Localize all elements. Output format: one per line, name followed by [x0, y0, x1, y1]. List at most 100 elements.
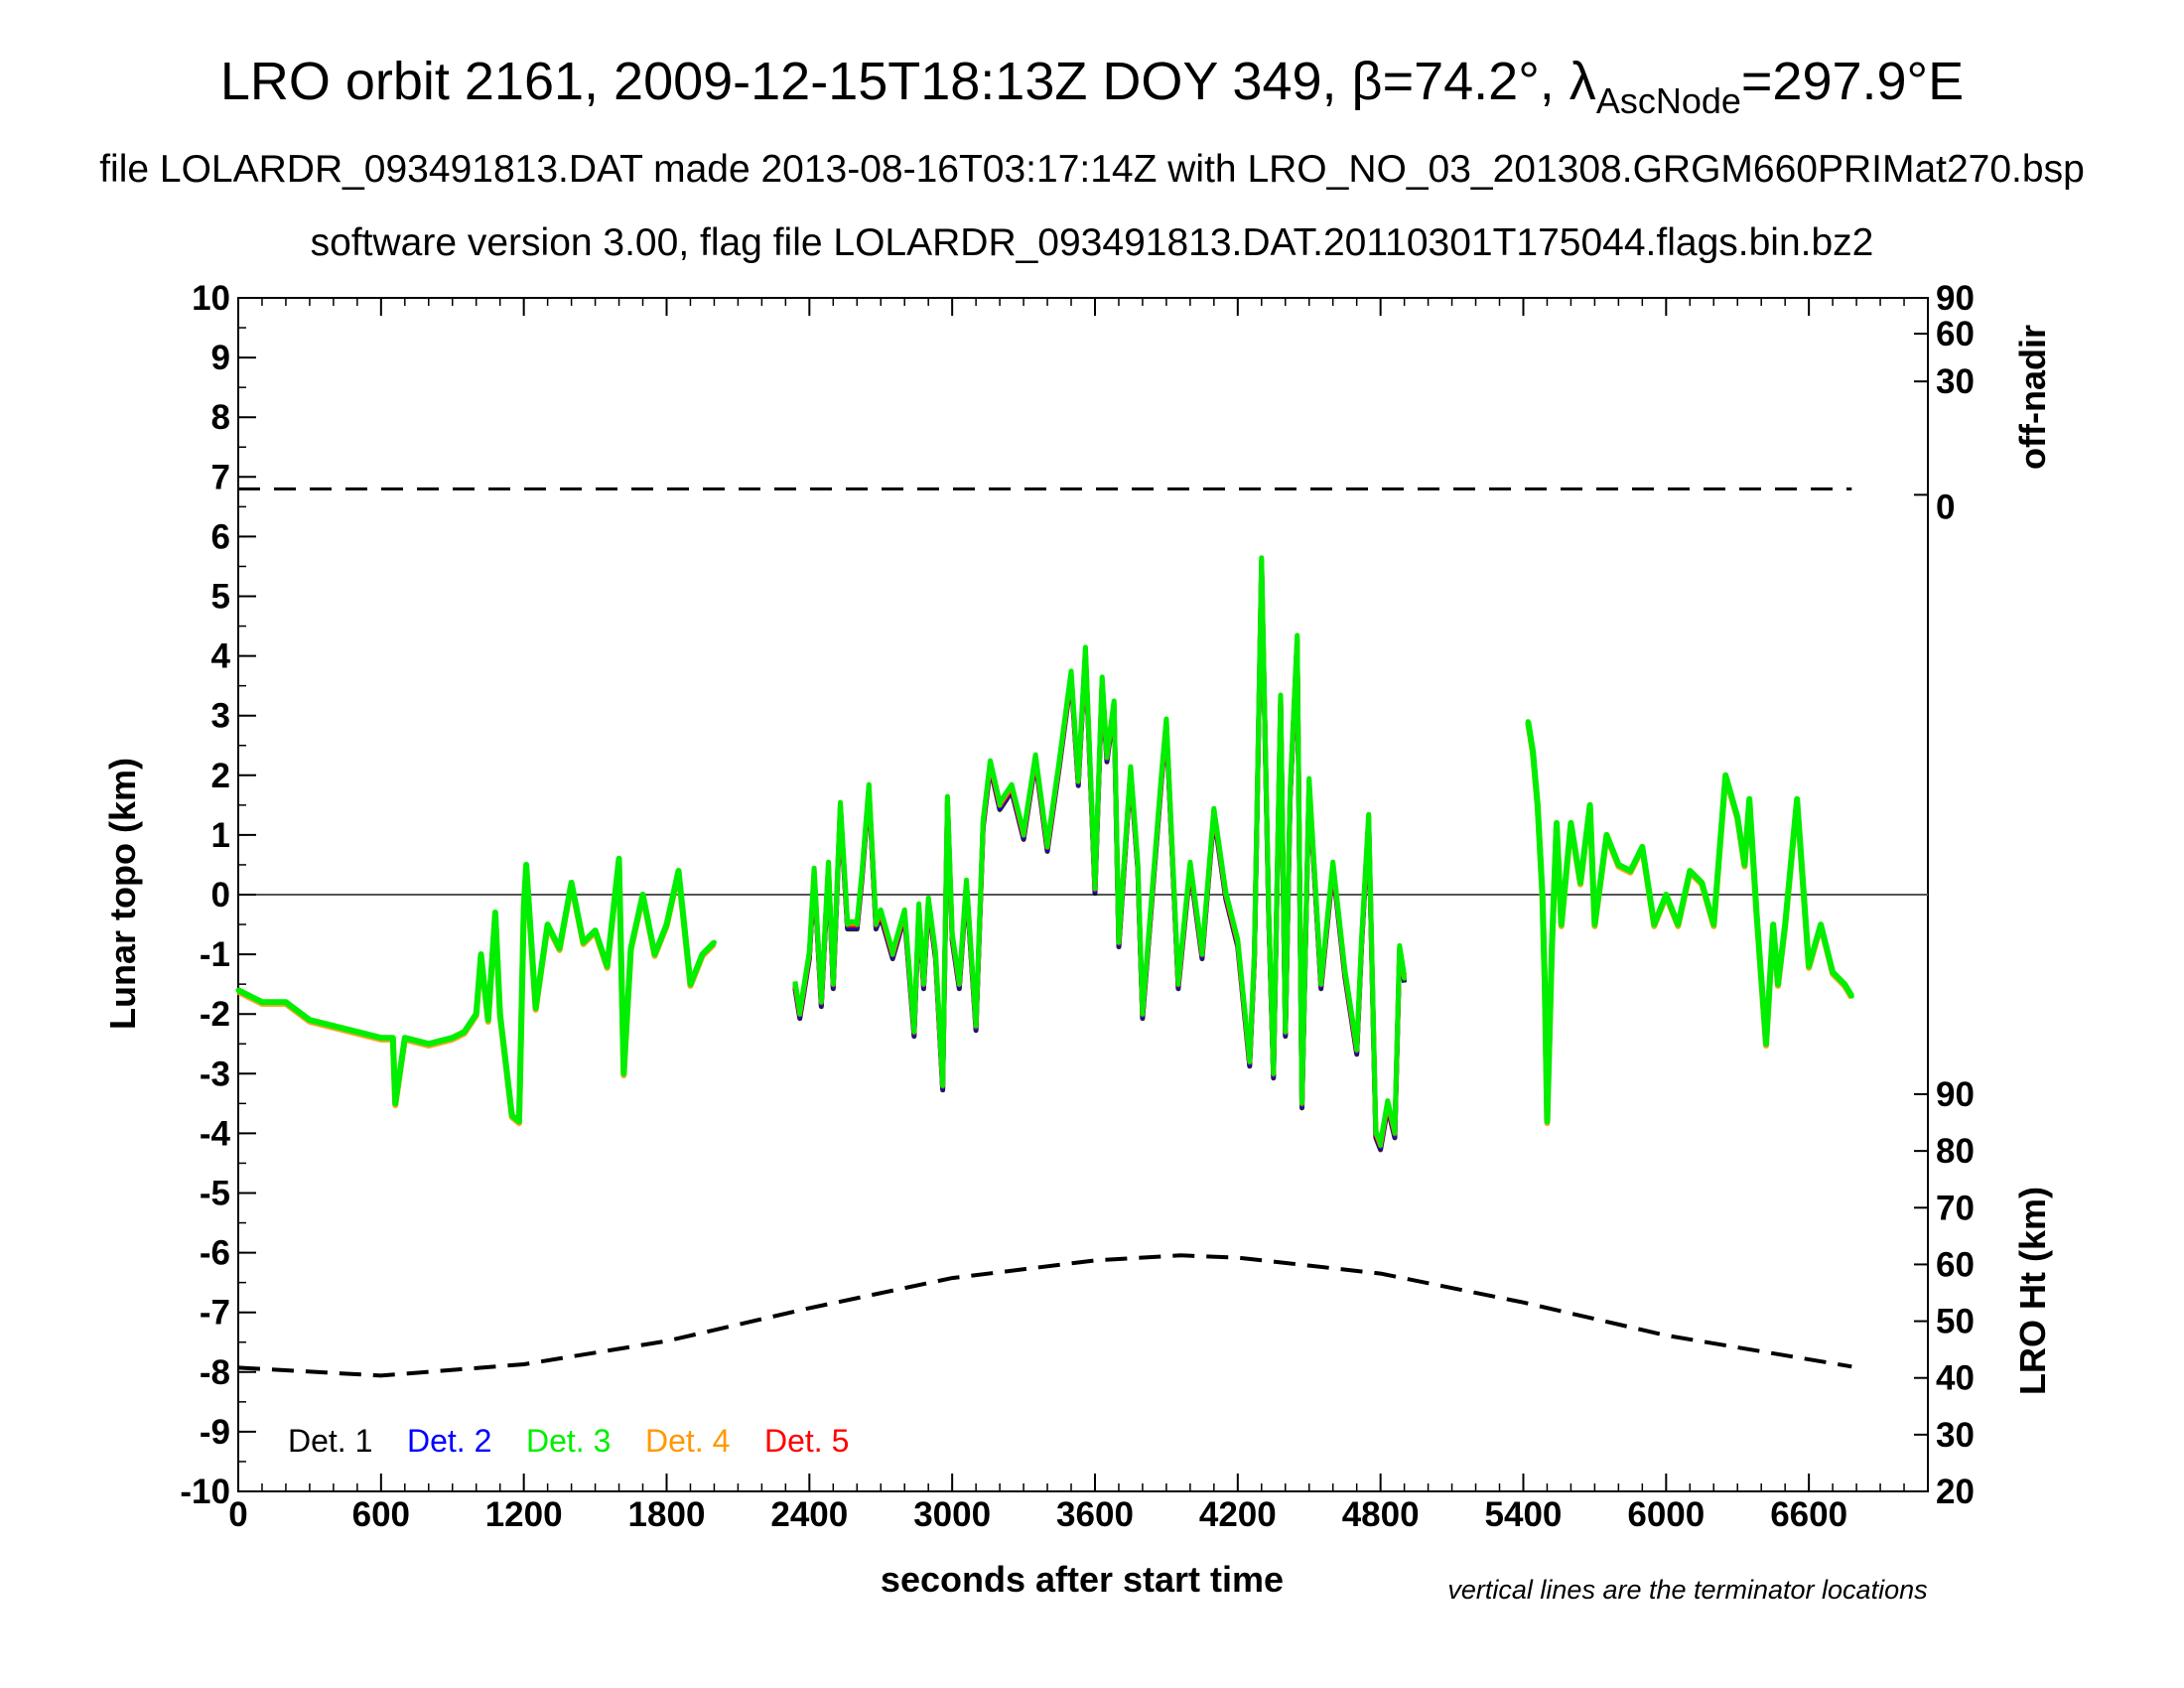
y-tick-label: 2	[211, 757, 230, 795]
y-tick-label: -5	[200, 1175, 230, 1213]
x-tick-label: 0	[228, 1495, 247, 1534]
topo-point	[1554, 820, 1560, 826]
topo-point	[1782, 921, 1788, 927]
topo-point	[1299, 1100, 1304, 1106]
topo-point	[1794, 796, 1800, 802]
topo-point	[711, 939, 717, 945]
topo-point	[545, 921, 551, 927]
y-axis-label-height: LRO Ht (km)	[2012, 1187, 2053, 1395]
topo-point	[1770, 921, 1776, 927]
legend-item: Det. 5	[764, 1423, 849, 1459]
topo-point	[1741, 862, 1747, 868]
y-tick-label: 5	[211, 578, 230, 617]
y-axis-label-left: Lunar topo (km)	[102, 758, 143, 1030]
topo-point	[1373, 1130, 1379, 1136]
topo-point	[911, 1029, 917, 1035]
reference-lines	[237, 487, 1852, 1378]
topo-point	[1354, 1047, 1360, 1053]
topo-point	[1082, 647, 1088, 653]
y-tick-label: -3	[200, 1055, 230, 1093]
offnadir-tick-label: 30	[1936, 362, 1975, 401]
topo-point	[700, 951, 705, 957]
y-tick-label: 3	[211, 697, 230, 736]
topo-point	[1283, 1029, 1289, 1035]
terminator-note: vertical lines are the terminator locati…	[1447, 1575, 1927, 1605]
height-tick-label: 40	[1936, 1359, 1975, 1398]
topo-point	[997, 802, 1003, 808]
lro-height-line	[237, 1253, 1852, 1378]
topo-point	[866, 784, 872, 790]
topo-point	[1627, 868, 1633, 874]
topo-point	[676, 868, 681, 874]
topo-point	[1318, 981, 1324, 987]
x-tick-label: 600	[352, 1495, 410, 1534]
topo-point	[283, 999, 289, 1005]
height-tick-labels: 90 80 70 60 50 40 30 20	[1936, 1075, 1975, 1511]
topo-point	[859, 874, 865, 880]
chart-title-subscript: AscNode	[1596, 80, 1741, 121]
topo-point	[1075, 778, 1081, 784]
topo-point	[235, 987, 241, 993]
topo-point	[1722, 773, 1728, 778]
topo-point	[1734, 814, 1740, 820]
topo-point	[1278, 695, 1284, 701]
topo-point	[1128, 767, 1134, 773]
topo-point	[1559, 921, 1565, 927]
topo-point	[474, 1011, 479, 1017]
topo-point	[1021, 832, 1026, 838]
x-tick-labels: 0 600 1200 1800 2400 3000 3600 4200 4800 5400 6000…	[228, 1495, 1847, 1534]
topo-point	[259, 999, 265, 1005]
height-tick-label: 70	[1936, 1189, 1975, 1227]
topo-trace-segment-3	[1525, 721, 1854, 1125]
topo-point	[1577, 880, 1583, 886]
topo-point	[1842, 981, 1847, 987]
topo-point	[1775, 981, 1781, 987]
offnadir-tick-label: 90	[1936, 279, 1975, 318]
topo-point	[378, 1035, 384, 1041]
topo-point	[1271, 1070, 1277, 1076]
topo-point	[1099, 677, 1105, 683]
x-tick-label: 2400	[770, 1495, 848, 1534]
chart-title-tail: =297.9°E	[1741, 52, 1964, 111]
topo-point	[1306, 778, 1312, 784]
topo-point	[925, 898, 931, 904]
topo-point	[509, 1112, 515, 1118]
topo-point	[818, 999, 824, 1005]
y-tick-label: -7	[200, 1294, 230, 1333]
topo-point	[1806, 963, 1812, 969]
legend: Det. 1 Det. 2 Det. 3 Det. 4 Det. 5	[288, 1423, 849, 1459]
topo-point	[826, 862, 831, 868]
topo-point	[1032, 755, 1038, 761]
topo-point	[426, 1041, 432, 1047]
topo-point	[1235, 939, 1241, 945]
topo-point	[1009, 784, 1015, 790]
topo-point	[940, 1082, 946, 1088]
topo-point	[664, 921, 669, 927]
topo-point	[331, 1023, 337, 1029]
topo-point	[533, 1005, 539, 1011]
topo-point	[628, 945, 633, 951]
topo-point	[1651, 921, 1657, 927]
topo-point	[1163, 719, 1169, 725]
topo-point	[462, 1029, 468, 1035]
topo-point	[1540, 892, 1546, 898]
topo-point	[521, 904, 527, 910]
topo-point	[1330, 862, 1336, 868]
topo-point	[620, 1070, 626, 1076]
height-tick-label: 80	[1936, 1132, 1975, 1171]
chart-title: LRO orbit 2161, 2009-12-15T18:13Z DOY 34…	[220, 52, 1964, 121]
topo-point	[1259, 557, 1265, 563]
topo-point	[652, 951, 657, 957]
topo-point	[1402, 975, 1408, 981]
height-tick-label: 90	[1936, 1075, 1975, 1114]
y-tick-label: -9	[200, 1413, 230, 1452]
topo-point	[830, 981, 836, 987]
legend-item: Det. 1	[288, 1423, 372, 1459]
y-tick-label: -4	[200, 1114, 231, 1153]
chart-title-main: LRO orbit 2161, 2009-12-15T18:13Z DOY 34…	[220, 52, 1596, 111]
topo-point	[1068, 671, 1074, 677]
topo-point	[1266, 910, 1272, 915]
height-tick-label: 60	[1936, 1245, 1975, 1284]
